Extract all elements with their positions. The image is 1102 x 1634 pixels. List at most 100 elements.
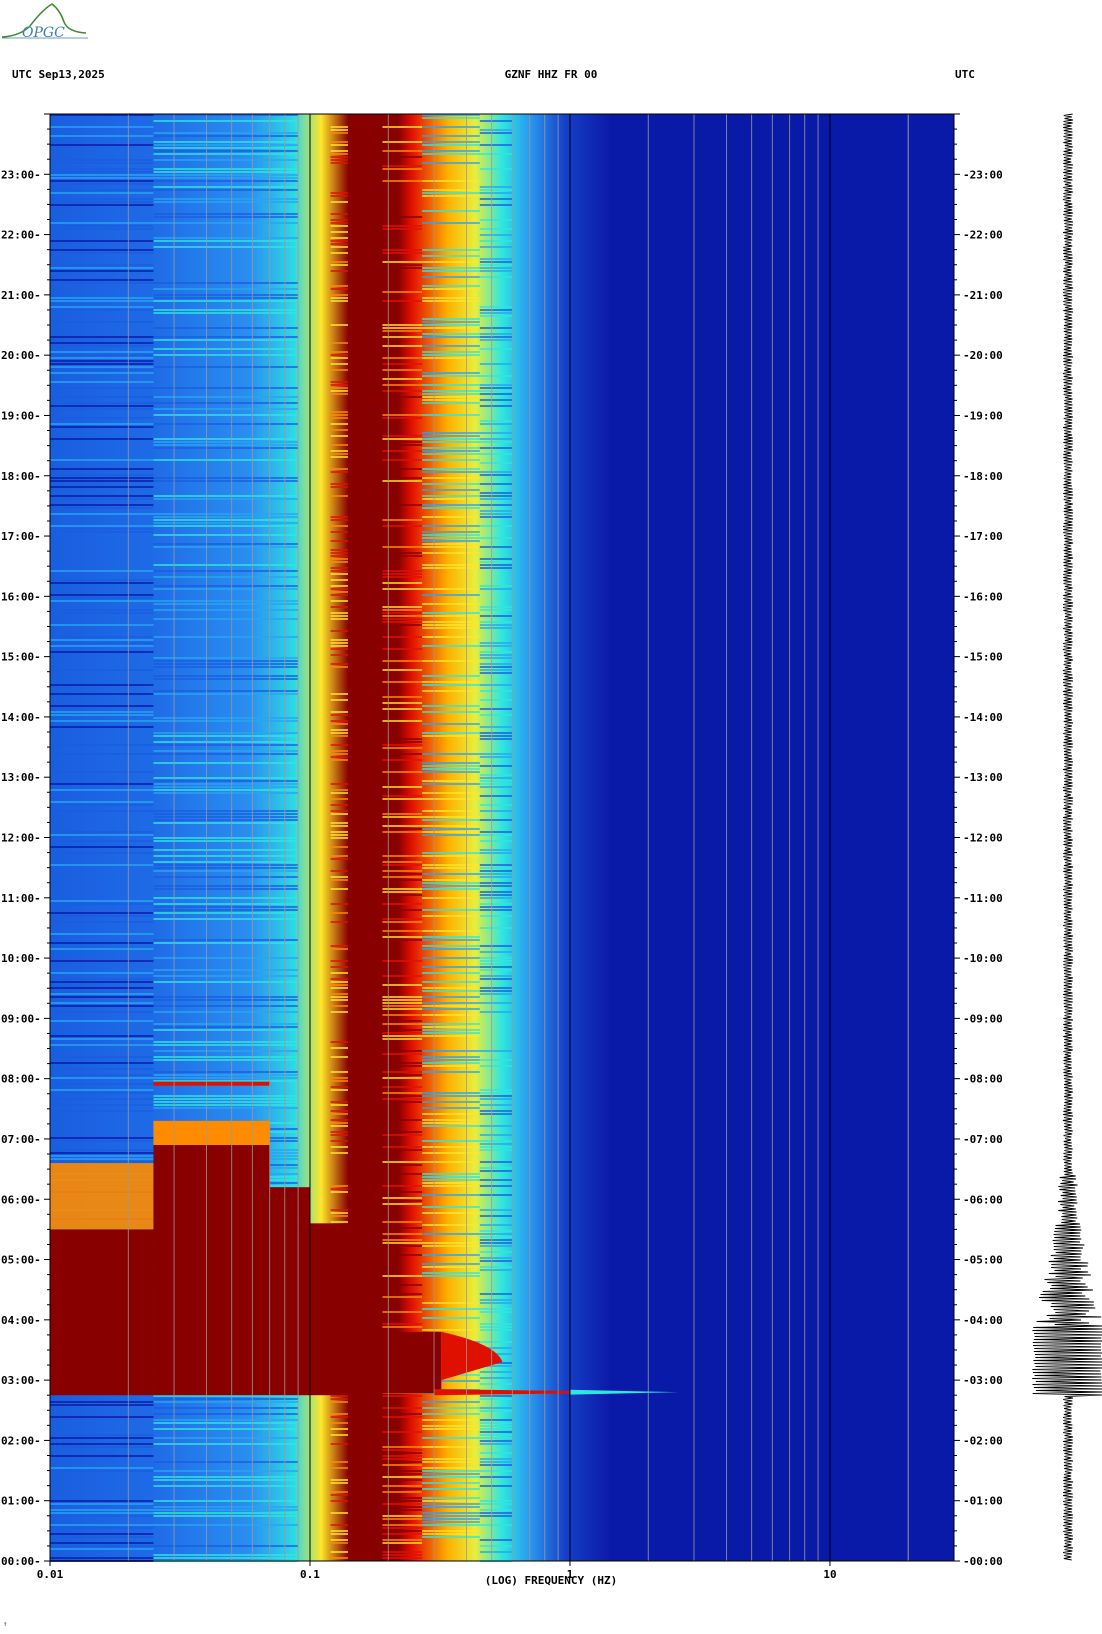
- texture-stripe: [330, 444, 348, 446]
- texture-stripe: [422, 135, 480, 137]
- texture-stripe: [50, 192, 154, 194]
- texture-stripe: [422, 543, 480, 545]
- time-tick-label: -16:00: [963, 590, 1003, 603]
- texture-stripe: [382, 1527, 423, 1529]
- time-tick-label: 10:00-: [1, 952, 41, 965]
- texture-stripe: [50, 1074, 154, 1076]
- texture-stripe: [422, 888, 480, 890]
- texture-stripe: [50, 306, 154, 308]
- texture-stripe: [50, 531, 154, 533]
- texture-stripe: [50, 240, 154, 242]
- texture-stripe: [422, 939, 480, 941]
- texture-stripe: [479, 615, 513, 617]
- texture-stripe: [153, 636, 299, 638]
- texture-stripe: [153, 1059, 299, 1061]
- texture-stripe: [50, 645, 154, 647]
- texture-stripe: [330, 1524, 348, 1526]
- texture-stripe: [479, 120, 513, 122]
- texture-stripe: [330, 369, 348, 371]
- texture-stripe: [153, 720, 299, 722]
- texture-stripe: [153, 810, 299, 812]
- texture-stripe: [153, 543, 299, 545]
- texture-stripe: [422, 495, 480, 497]
- texture-stripe: [330, 879, 348, 881]
- texture-stripe: [153, 741, 299, 743]
- texture-stripe: [422, 450, 480, 452]
- texture-stripe: [50, 1098, 154, 1100]
- texture-stripe: [50, 396, 154, 398]
- texture-stripe: [479, 1251, 513, 1253]
- texture-stripe: [330, 1212, 348, 1214]
- texture-stripe: [479, 1425, 513, 1427]
- texture-stripe: [50, 1062, 154, 1064]
- texture-stripe: [382, 477, 423, 479]
- texture-stripe: [330, 195, 348, 197]
- texture-stripe: [382, 1395, 423, 1397]
- texture-stripe: [330, 744, 348, 746]
- texture-stripe: [422, 1173, 480, 1175]
- texture-stripe: [422, 1500, 480, 1502]
- texture-stripe: [153, 762, 299, 764]
- texture-stripe: [50, 228, 154, 230]
- texture-stripe: [479, 387, 513, 389]
- texture-stripe: [422, 1308, 480, 1310]
- texture-stripe: [50, 996, 154, 998]
- texture-stripe: [422, 660, 480, 662]
- texture-stripe: [330, 1413, 348, 1415]
- texture-stripe: [422, 711, 480, 713]
- texture-stripe: [330, 411, 348, 413]
- texture-stripe: [50, 570, 154, 572]
- texture-stripe: [382, 1554, 423, 1556]
- texture-stripe: [422, 375, 480, 377]
- texture-stripe: [422, 1224, 480, 1226]
- texture-stripe: [479, 168, 513, 170]
- texture-stripe: [479, 849, 513, 851]
- texture-stripe: [153, 447, 299, 449]
- texture-stripe: [479, 1125, 513, 1127]
- texture-stripe: [422, 195, 480, 197]
- texture-stripe: [382, 708, 423, 710]
- texture-stripe: [50, 1446, 154, 1448]
- texture-stripe: [153, 438, 299, 440]
- texture-stripe: [50, 789, 154, 791]
- texture-stripe: [330, 1422, 348, 1424]
- texture-stripe: [153, 849, 299, 851]
- texture-stripe: [153, 876, 299, 878]
- texture-stripe: [50, 114, 154, 116]
- texture-stripe: [330, 417, 348, 419]
- texture-stripe: [382, 996, 423, 998]
- time-tick-label: 21:00-: [1, 289, 41, 302]
- texture-stripe: [382, 504, 423, 506]
- texture-stripe: [422, 1302, 480, 1304]
- texture-stripe: [382, 813, 423, 815]
- texture-stripe: [479, 882, 513, 884]
- texture-stripe: [50, 1401, 154, 1403]
- texture-stripe: [50, 264, 154, 266]
- texture-stripe: [479, 783, 513, 785]
- texture-stripe: [153, 222, 299, 224]
- texture-stripe: [382, 636, 423, 638]
- texture-stripe: [153, 735, 299, 737]
- texture-stripe: [50, 189, 154, 191]
- texture-stripe: [479, 1143, 513, 1145]
- texture-stripe: [330, 600, 348, 602]
- texture-stripe: [153, 585, 299, 587]
- texture-stripe: [330, 876, 348, 878]
- texture-stripe: [153, 396, 299, 398]
- texture-stripe: [330, 162, 348, 164]
- texture-stripe: [422, 825, 480, 827]
- texture-stripe: [479, 513, 513, 515]
- texture-stripe: [153, 816, 299, 818]
- texture-stripe: [422, 1518, 480, 1520]
- texture-stripe: [422, 705, 480, 707]
- texture-stripe: [422, 1023, 480, 1025]
- texture-stripe: [50, 1533, 154, 1535]
- texture-stripe: [50, 726, 154, 728]
- texture-stripe: [153, 690, 299, 692]
- texture-stripe: [330, 495, 348, 497]
- texture-stripe: [479, 987, 513, 989]
- texture-stripe: [479, 1113, 513, 1115]
- texture-stripe: [330, 1551, 348, 1553]
- texture-stripe: [50, 1503, 154, 1505]
- texture-stripe: [330, 1482, 348, 1484]
